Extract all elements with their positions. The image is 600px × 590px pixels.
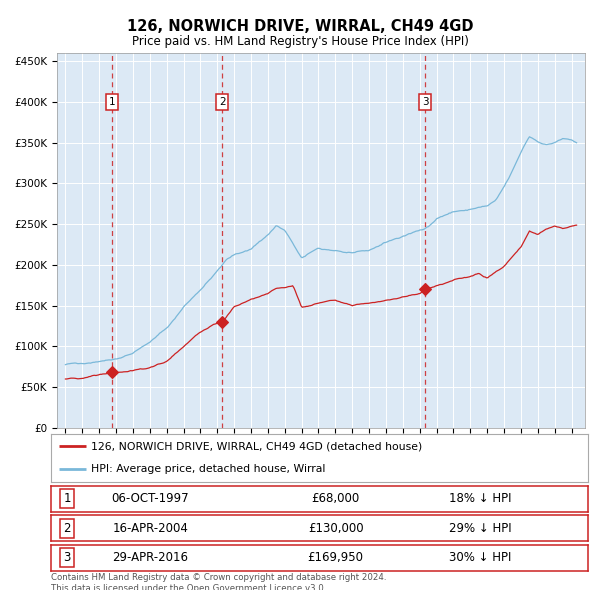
Text: £68,000: £68,000 <box>311 492 360 505</box>
Text: 126, NORWICH DRIVE, WIRRAL, CH49 4GD: 126, NORWICH DRIVE, WIRRAL, CH49 4GD <box>127 19 473 34</box>
Text: 30% ↓ HPI: 30% ↓ HPI <box>449 551 512 564</box>
Point <box>107 368 117 377</box>
Text: 29-APR-2016: 29-APR-2016 <box>112 551 188 564</box>
Text: 3: 3 <box>64 551 71 564</box>
Text: 16-APR-2004: 16-APR-2004 <box>112 522 188 535</box>
Text: 18% ↓ HPI: 18% ↓ HPI <box>449 492 512 505</box>
Point <box>421 284 430 294</box>
Text: 2: 2 <box>219 97 226 107</box>
Text: 29% ↓ HPI: 29% ↓ HPI <box>449 522 512 535</box>
Text: 3: 3 <box>422 97 428 107</box>
Text: 126, NORWICH DRIVE, WIRRAL, CH49 4GD (detached house): 126, NORWICH DRIVE, WIRRAL, CH49 4GD (de… <box>91 441 422 451</box>
Text: Price paid vs. HM Land Registry's House Price Index (HPI): Price paid vs. HM Land Registry's House … <box>131 35 469 48</box>
Text: 1: 1 <box>64 492 71 505</box>
Text: 2: 2 <box>64 522 71 535</box>
Text: Contains HM Land Registry data © Crown copyright and database right 2024.
This d: Contains HM Land Registry data © Crown c… <box>51 573 386 590</box>
Text: 06-OCT-1997: 06-OCT-1997 <box>112 492 189 505</box>
Text: HPI: Average price, detached house, Wirral: HPI: Average price, detached house, Wirr… <box>91 464 326 474</box>
Text: £169,950: £169,950 <box>308 551 364 564</box>
Point <box>217 317 227 327</box>
Text: £130,000: £130,000 <box>308 522 364 535</box>
Text: 1: 1 <box>109 97 115 107</box>
